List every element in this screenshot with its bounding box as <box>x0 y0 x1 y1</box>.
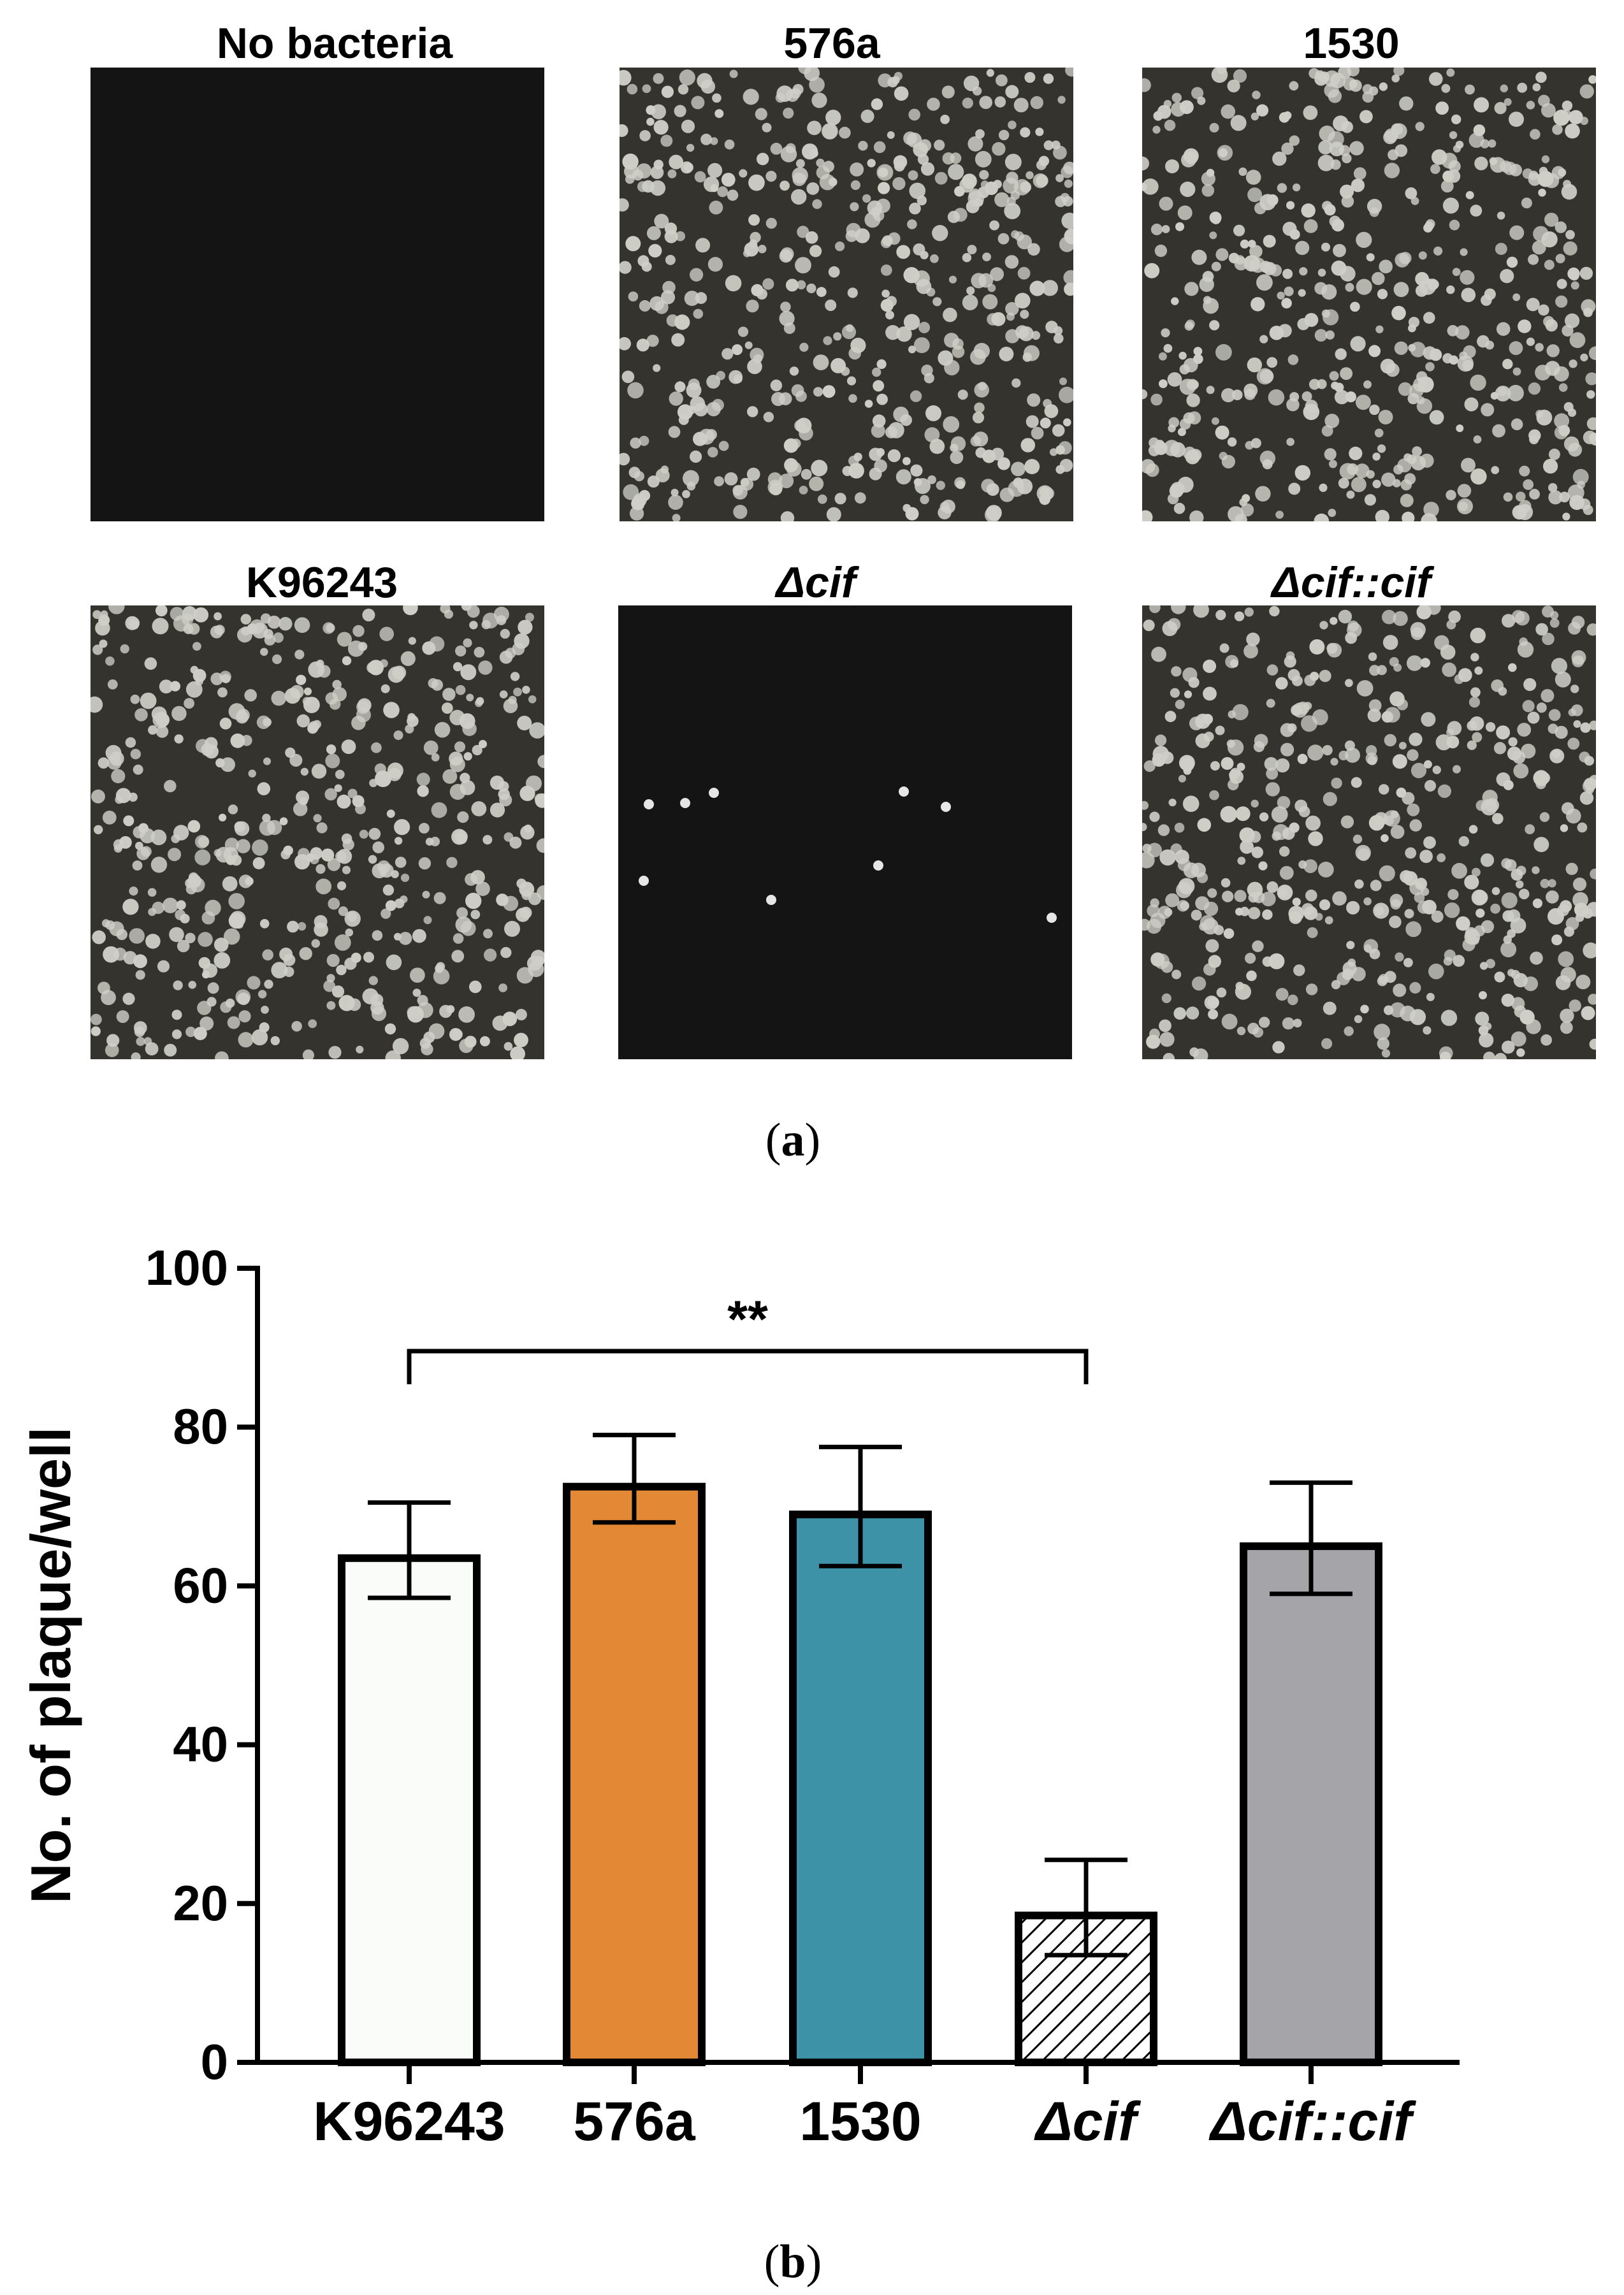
y-tick-label: 80 <box>173 1398 228 1454</box>
bar-2 <box>789 1510 932 2066</box>
panel-a-title-5: Δcif <box>776 558 856 607</box>
panel-a-title-4: K96243 <box>245 558 398 607</box>
plate-image-k96243 <box>91 605 544 1059</box>
panel-a-title-2: 576a <box>783 19 880 68</box>
bar-chart: 0 20 40 60 80 100 No. of plaque/well K96243 576a… <box>19 1240 1460 2152</box>
y-tick-label: 0 <box>201 2034 228 2090</box>
significance-label: ** <box>727 1291 768 1349</box>
plate-image-576a <box>620 68 1073 521</box>
bar-4 <box>1240 1542 1382 2066</box>
plate-image-no-bacteria <box>91 68 544 521</box>
y-tick-label: 100 <box>145 1240 228 1296</box>
x-tick-label: 1530 <box>799 2091 921 2152</box>
panel-b-label: b <box>779 2236 806 2288</box>
panel-a-title-3: 1530 <box>1303 19 1400 68</box>
panel-a-caption: (a) <box>765 1114 821 1166</box>
panel-b-caption: (b) <box>764 2236 822 2288</box>
y-tick-label: 60 <box>173 1557 228 1613</box>
panel-a-label: a <box>781 1114 805 1166</box>
panel-a-title-1: No bacteria <box>216 19 453 68</box>
plate-image-delta-cif <box>618 605 1072 1059</box>
y-axis-label: No. of plaque/well <box>19 1427 82 1904</box>
plate-image-delta-cif-cif <box>1142 605 1596 1059</box>
significance-bracket <box>407 1349 1089 1384</box>
y-tick-label: 20 <box>173 1875 228 1931</box>
bar-0 <box>338 1554 481 2066</box>
x-tick-label: Δcif <box>1034 2091 1141 2152</box>
plate-image-1530 <box>1142 68 1596 521</box>
y-tick-label: 40 <box>173 1716 228 1772</box>
x-tick-label: Δcif::cif <box>1208 2091 1416 2152</box>
bar-1 <box>563 1482 706 2066</box>
panel-a-title-6: Δcif::cif <box>1272 558 1431 607</box>
x-tick-label: 576a <box>573 2091 695 2152</box>
x-tick-label: K96243 <box>313 2091 505 2152</box>
